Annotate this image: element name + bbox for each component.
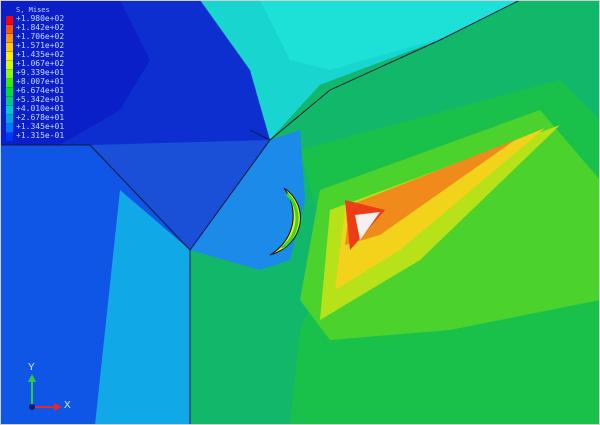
legend-value-label: +9.339e+01 <box>16 68 65 77</box>
legend-value-label: +6.674e+01 <box>16 86 65 95</box>
legend-swatch <box>6 70 13 79</box>
legend-swatch <box>6 88 13 97</box>
contour-region-deep-blue <box>0 0 150 150</box>
contour-hot-spot <box>355 212 380 240</box>
legend-value-label: +1.706e+02 <box>16 32 65 41</box>
legend-swatch <box>6 106 13 115</box>
legend-swatch <box>6 52 13 61</box>
y-axis-arrowhead <box>28 374 36 382</box>
legend-value-label: +1.315e-01 <box>16 131 65 140</box>
legend-swatch <box>6 16 13 25</box>
legend-value-label: +2.678e+01 <box>16 113 65 122</box>
legend-value-label: +4.010e+01 <box>16 104 65 113</box>
legend-swatch <box>6 61 13 70</box>
crack-inner-band <box>281 192 299 250</box>
legend-swatch <box>6 115 13 124</box>
contour-region-orange <box>345 140 515 245</box>
contour-region-yellow-green <box>320 125 560 320</box>
contour-region-yellow <box>335 128 545 290</box>
x-axis-label: X <box>64 400 71 411</box>
legend-swatch <box>6 79 13 88</box>
legend-swatch <box>6 25 13 34</box>
contour-region-notch-blue <box>190 130 305 270</box>
legend-swatch <box>6 34 13 43</box>
boundary-line-junction <box>249 129 271 141</box>
legend-value-label: +1.345e+01 <box>16 122 65 131</box>
boundary-line-upper <box>189 0 521 251</box>
legend-value-label: +1.842e+02 <box>16 23 65 32</box>
contour-legend: S, Mises +1.980e+02 +1.842e+02 +1.706e+02 +1… <box>6 6 106 148</box>
legend-value-label: +5.342e+01 <box>16 95 65 104</box>
legend-title: S, Mises <box>16 6 50 14</box>
legend-value-label: +8.007e+01 <box>16 77 65 86</box>
contour-region-lower-left-cyan <box>95 190 190 425</box>
axis-triad: Y X <box>20 362 80 418</box>
legend-value-label: +1.435e+02 <box>16 50 65 59</box>
contour-region-top-cyan-light <box>260 0 520 70</box>
legend-value-label: +1.571e+02 <box>16 41 65 50</box>
legend-swatch <box>6 124 13 133</box>
legend-value-label: +1.067e+02 <box>16 59 65 68</box>
x-axis-arrowhead <box>54 403 62 411</box>
legend-swatch <box>6 133 13 142</box>
legend-swatch <box>6 43 13 52</box>
legend-swatch <box>6 97 13 106</box>
y-axis-label: Y <box>28 362 35 373</box>
triad-origin <box>29 404 35 410</box>
legend-value-label: +1.980e+02 <box>16 14 65 23</box>
